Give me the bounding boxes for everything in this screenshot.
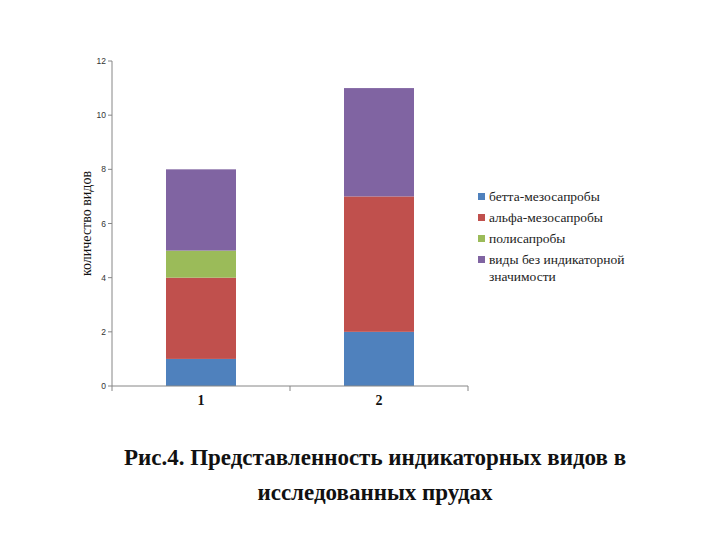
x-tick-label: 1 [198,393,205,408]
legend-item: бетта-мезосапробы [478,188,678,205]
y-axis-label: количество видов [79,171,94,277]
y-tick [108,386,112,387]
bar-segment [344,332,414,386]
legend-label: бетта-мезосапробы [489,188,600,205]
legend-label: альфа-мезосапробы [489,209,603,226]
bar-segment [166,278,236,359]
bar-segment [166,251,236,278]
legend-item: полисапробы [478,230,678,247]
legend-label: виды без индикаторной значимости [489,251,678,285]
x-tick [468,386,469,391]
legend-swatch [478,193,485,200]
legend-item: альфа-мезосапробы [478,209,678,226]
y-tick-label: 10 [97,110,107,120]
y-tick-label: 8 [101,164,106,174]
x-tick-label: 2 [376,393,383,408]
legend-item: виды без индикаторной значимости [478,251,678,285]
y-tick [108,169,112,170]
y-tick-label: 12 [97,56,107,66]
bar-segment [344,88,414,196]
y-tick [108,277,112,278]
y-tick-label: 2 [101,327,106,337]
bars [166,88,414,386]
y-tick [108,61,112,62]
legend-swatch [478,235,485,242]
y-tick-label: 0 [101,381,106,391]
legend-swatch [478,256,485,263]
y-tick [108,331,112,332]
y-tick-label: 6 [101,219,106,229]
title: Рис.4. Представленность индикаторных вид… [50,440,700,510]
y-tick-label: 4 [101,273,106,283]
x-tick [290,386,291,391]
bar-segment [166,359,236,386]
legend-label: полисапробы [489,230,565,247]
y-tick [108,223,112,224]
bar-segment [166,169,236,250]
legend-swatch [478,214,485,221]
x-tick [112,386,113,391]
bar-segment [344,196,414,331]
y-tick [108,115,112,116]
legend: бетта-мезосапробы альфа-мезосапробы полиса… [478,188,678,289]
